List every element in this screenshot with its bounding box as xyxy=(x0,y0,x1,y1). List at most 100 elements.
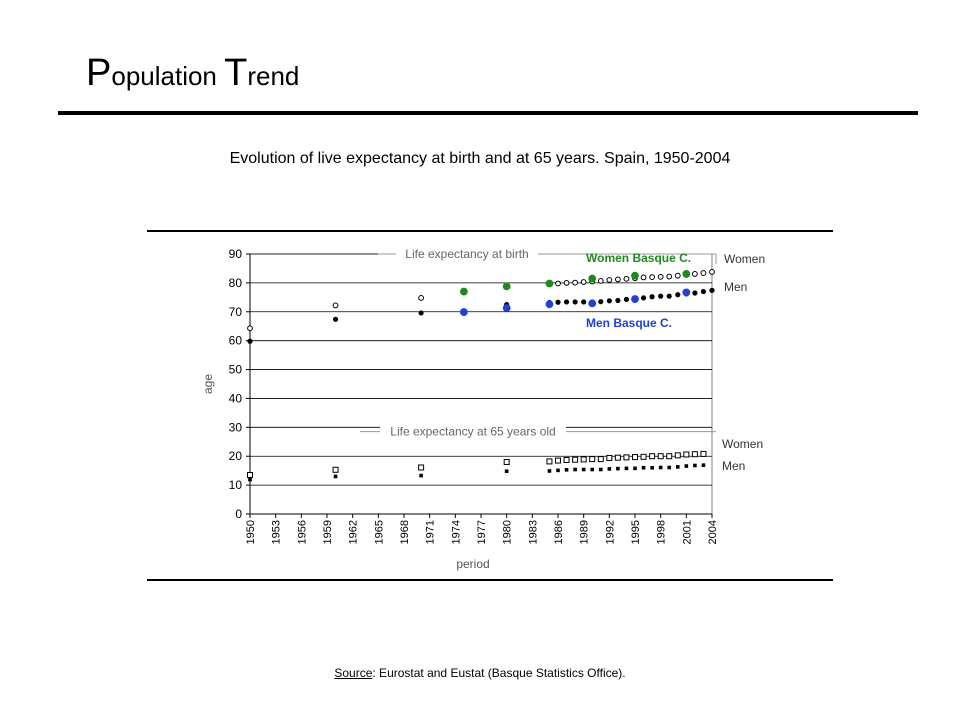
point-men-birth-1986 xyxy=(555,299,561,305)
point-men-65-1985 xyxy=(547,469,552,473)
point-men-basque-c-birth-1995 xyxy=(631,295,639,303)
point-women-birth-1989 xyxy=(580,279,587,285)
point-women-65-1993 xyxy=(614,454,621,461)
point-men-65-1998 xyxy=(658,465,663,470)
y-tick-label-60: 60 xyxy=(229,334,243,348)
women-65-label: Women xyxy=(722,437,763,451)
point-men-birth-1970 xyxy=(418,310,424,316)
point-women-basque-c-birth-1995 xyxy=(631,271,639,280)
point-women-65-2001 xyxy=(683,451,690,458)
x-tick-label-1989: 1989 xyxy=(579,520,591,544)
point-women-birth-1987 xyxy=(563,279,570,286)
point-men-65-1989 xyxy=(581,467,586,472)
point-men-birth-1994 xyxy=(623,296,630,302)
point-women-65-2000 xyxy=(674,452,681,459)
title-divider xyxy=(58,111,918,115)
point-men-65-1988 xyxy=(573,467,577,472)
point-men-65-1992 xyxy=(607,467,612,471)
point-men-65-1991 xyxy=(598,467,603,472)
point-women-birth-1988 xyxy=(572,279,579,286)
y-tick-label-10: 10 xyxy=(229,478,243,492)
point-women-65-1996 xyxy=(640,453,647,460)
y-tick-label-70: 70 xyxy=(229,305,243,319)
x-tick-label-1965: 1965 xyxy=(373,520,385,544)
y-tick-label-30: 30 xyxy=(229,420,243,434)
x-tick-label-1974: 1974 xyxy=(450,520,462,544)
source-label: Source xyxy=(334,666,373,680)
point-men-birth-1996 xyxy=(640,295,647,301)
point-men-65-1960 xyxy=(333,474,338,479)
point-men-65-2002 xyxy=(693,463,697,468)
x-tick-label-1962: 1962 xyxy=(348,520,360,544)
point-women-65-1989 xyxy=(580,456,587,463)
x-tick-label-1980: 1980 xyxy=(502,520,514,544)
birth-group-label: Life expectancy at birth xyxy=(405,247,528,261)
title-initial-t: T xyxy=(224,52,248,94)
point-men-basque-c-birth-2001 xyxy=(682,288,691,297)
point-men-65-2000 xyxy=(675,465,680,469)
point-women-birth-1986 xyxy=(555,280,561,287)
slide-title: Population Trend xyxy=(86,52,299,95)
x-tick-label-1971: 1971 xyxy=(425,520,437,544)
point-men-65-1996 xyxy=(641,465,646,470)
point-men-65-1990 xyxy=(590,467,595,472)
chart-frame-bottom-rule xyxy=(147,579,833,581)
point-women-basque-c-birth-1990 xyxy=(588,274,597,283)
point-men-birth-1960 xyxy=(332,316,339,322)
point-men-basque-c-birth-1990 xyxy=(588,299,597,308)
point-women-65-1999 xyxy=(666,453,673,460)
point-men-65-1994 xyxy=(624,466,629,471)
point-men-birth-1997 xyxy=(649,294,655,300)
point-women-birth-1996 xyxy=(640,274,647,281)
series-men-basque-c-birth xyxy=(459,288,691,316)
title-word-opulation: opulation xyxy=(111,61,225,91)
point-men-65-1987 xyxy=(564,468,569,472)
point-women-birth-2004 xyxy=(709,269,715,275)
point-women-65-1985 xyxy=(546,458,553,465)
point-women-birth-1993 xyxy=(614,276,621,283)
women-birth-label: Women xyxy=(724,252,765,266)
point-men-birth-1992 xyxy=(606,298,612,304)
point-men-birth-1993 xyxy=(615,297,621,304)
x-tick-label-1950: 1950 xyxy=(245,520,257,544)
point-men-birth-2002 xyxy=(692,290,698,296)
point-men-birth-1950 xyxy=(247,338,253,344)
point-women-birth-1994 xyxy=(623,275,630,282)
point-men-birth-1989 xyxy=(581,299,587,305)
point-men-65-1997 xyxy=(650,465,654,470)
x-tick-label-1992: 1992 xyxy=(604,520,616,544)
point-women-65-1991 xyxy=(597,456,604,463)
x-tick-label-1956: 1956 xyxy=(296,520,308,544)
y-tick-label-50: 50 xyxy=(229,363,243,377)
point-women-65-1992 xyxy=(606,454,613,461)
x-tick-label-2001: 2001 xyxy=(681,520,693,544)
point-women-65-2002 xyxy=(691,451,698,458)
chart-frame-top-rule xyxy=(147,230,833,232)
point-women-birth-1992 xyxy=(606,277,613,283)
women-basque-label: Women Basque C. xyxy=(586,251,691,265)
x-tick-label-1977: 1977 xyxy=(476,520,488,544)
point-men-65-1993 xyxy=(616,466,620,471)
x-tick-label-1998: 1998 xyxy=(656,520,668,544)
point-men-birth-1999 xyxy=(666,293,672,299)
series-men-65 xyxy=(248,463,706,482)
point-women-birth-1991 xyxy=(597,277,604,284)
point-men-birth-2004 xyxy=(709,287,715,294)
point-men-65-1995 xyxy=(633,466,637,471)
y-tick-label-20: 20 xyxy=(229,449,243,463)
point-women-65-1995 xyxy=(632,454,638,461)
point-women-birth-2002 xyxy=(691,271,698,277)
point-women-65-1950 xyxy=(247,472,253,478)
point-women-65-1970 xyxy=(418,464,425,471)
point-men-65-1970 xyxy=(419,473,423,478)
point-women-65-1994 xyxy=(623,454,630,461)
point-men-basque-c-birth-1985 xyxy=(545,300,554,309)
y-tick-label-40: 40 xyxy=(229,391,243,405)
point-men-birth-1998 xyxy=(658,293,664,299)
point-men-65-1980 xyxy=(504,469,509,474)
plot-area xyxy=(249,253,713,515)
point-women-birth-2000 xyxy=(674,272,681,279)
series-women-basque-c-birth xyxy=(459,270,691,296)
title-word-rend: rend xyxy=(247,61,300,91)
